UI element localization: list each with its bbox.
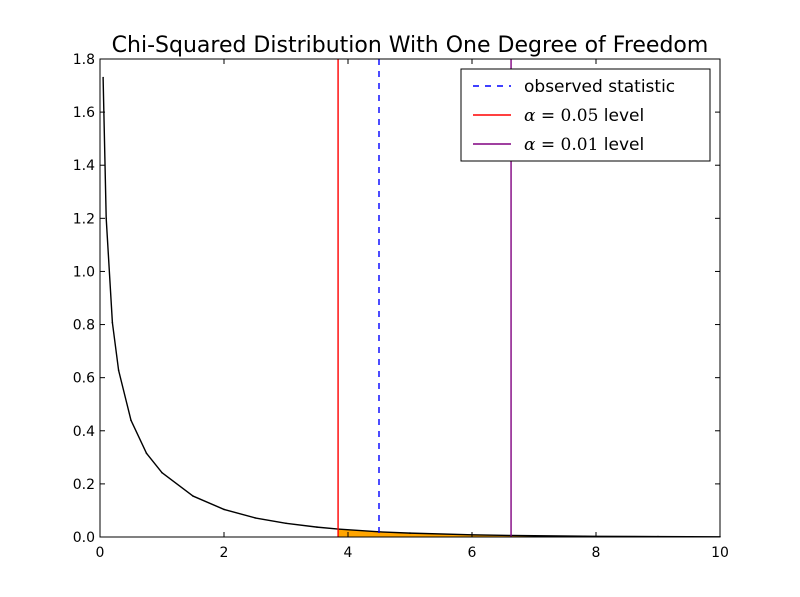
pdf-curve-segment: [192, 495, 225, 511]
pdf-curve-segment: [471, 534, 512, 537]
pdf-curve-point: [161, 472, 163, 474]
pdf-curve-segment: [102, 76, 107, 220]
pdf-curve-segment: [316, 526, 339, 530]
pdf-curve-segment: [117, 369, 132, 422]
pdf-curve-segment: [105, 217, 114, 324]
x-tick-label: 6: [468, 545, 477, 561]
y-tick-label: 0.4: [73, 424, 95, 440]
legend-label-tail: level: [598, 106, 644, 126]
legend-label-num: 0.05: [561, 106, 599, 126]
pdf-curve-segment: [111, 321, 120, 372]
legend-label-eq: =: [535, 135, 560, 155]
y-tick-label: 1.6: [73, 105, 95, 121]
legend-label-num: 0.01: [561, 135, 599, 155]
pdf-curve-point: [111, 321, 114, 324]
pdf-curve-point: [102, 76, 104, 79]
pdf-curve-segment: [145, 452, 163, 474]
pdf-curve-segment: [130, 419, 148, 455]
axes: 0 2 4 6 8 10 0.0 0.2 0.4 0.6 0.8 1.0 1.2 1.4 1.6 1.8: [73, 52, 729, 561]
y-tick-label: 0.0: [73, 530, 95, 546]
y-tick-label: 1.4: [73, 158, 95, 174]
pdf-curve-point: [117, 369, 120, 372]
pdf-curve-segment: [337, 528, 380, 533]
y-tick-label: 0.6: [73, 371, 95, 387]
pdf-curve-point: [254, 517, 256, 519]
legend-entry-1: α = 0.05 level: [524, 106, 644, 126]
y-tick-label: 1.8: [73, 52, 95, 68]
pdf-curve-segment: [161, 472, 194, 497]
x-tick-label: 8: [592, 545, 601, 561]
pdf-curve-segment: [254, 517, 287, 525]
pdf-curve-segment: [223, 508, 256, 519]
y-tick-label: 0.2: [73, 477, 95, 493]
pdf-curve-point: [145, 452, 148, 455]
pdf-curve-segment: [378, 531, 411, 534]
legend-label-tail: level: [598, 135, 644, 155]
x-tick-label: 10: [711, 545, 729, 561]
pdf-curve-point: [130, 419, 132, 422]
pdf-curve-point: [285, 522, 287, 525]
legend-label-alpha: α: [524, 135, 536, 155]
chart-title: Chi-Squared Distribution With One Degree…: [112, 33, 709, 58]
x-tick-label: 4: [344, 545, 353, 561]
pdf-curve-point: [105, 217, 107, 220]
pdf-curve-segment: [285, 522, 318, 528]
legend-label-alpha: α: [524, 106, 536, 126]
pdf-curve-point: [409, 532, 411, 534]
legend-entry-2: α = 0.01 level: [524, 135, 644, 155]
pdf-curve-point: [192, 495, 194, 497]
y-tick-label: 0.8: [73, 318, 95, 334]
pdf-curve-point: [533, 535, 535, 537]
pdf-curve-point: [316, 526, 318, 528]
axes-frame: [99, 58, 721, 538]
legend-label: observed statistic: [524, 77, 675, 97]
pdf-curve-segment: [409, 532, 473, 536]
x-tick-label: 2: [220, 545, 229, 561]
shaded-tail-area: [338, 529, 720, 537]
x-tick-label: 0: [96, 545, 105, 561]
pdf-curve-segment: [533, 535, 597, 538]
y-tick-label: 1.2: [73, 211, 95, 227]
y-tick-label: 1.0: [73, 264, 95, 280]
legend-label-eq: =: [535, 106, 560, 126]
legend-entry-0: observed statistic: [524, 77, 675, 97]
plot-area: [102, 59, 721, 538]
pdf-curve-point: [223, 508, 225, 511]
